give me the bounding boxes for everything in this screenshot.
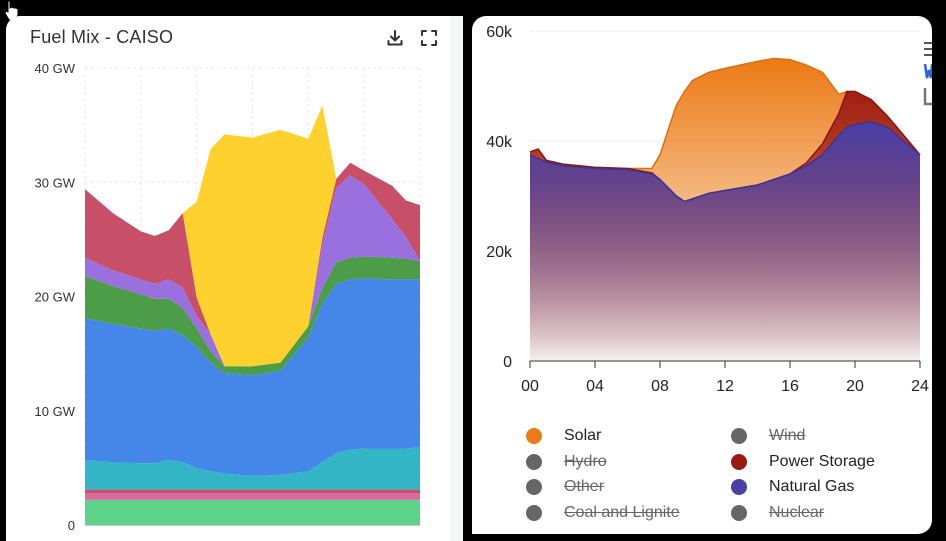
legend-dot-icon: [526, 428, 542, 444]
legend-label: Hydro: [564, 452, 607, 470]
legend-item-hydro[interactable]: Hydro: [526, 451, 607, 473]
partial-logo-icon: [923, 42, 932, 106]
line-natural-gas: [529, 121, 921, 203]
y-tick-label: 20 GW: [35, 290, 76, 305]
x-tick-label: 00: [521, 378, 539, 395]
panel-scroll-strip: [450, 16, 463, 541]
legend-label: Wind: [769, 427, 806, 444]
area-series-yellow: [85, 105, 420, 367]
legend-item-power-storage[interactable]: Power Storage: [731, 451, 875, 473]
fullscreen-icon[interactable]: [419, 28, 439, 48]
legend-dot-icon: [526, 479, 542, 495]
area-series-pink-red: [85, 162, 420, 367]
fuel-mix-panel: Fuel Mix - CAISO 0 10 GW 20 GW 30 GW 40 GW: [6, 16, 463, 541]
legend-item-other[interactable]: Other: [526, 476, 604, 498]
area-series-green: [85, 256, 420, 376]
y-tick-label: 20k: [486, 244, 513, 261]
legend-label: Other: [564, 478, 605, 495]
legend-label: Nuclear: [769, 503, 825, 521]
legend-dot-icon: [731, 453, 747, 470]
chart-title: Fuel Mix - CAISO: [30, 27, 174, 47]
legend-label: Coal and Lignite: [564, 503, 680, 521]
legend-item-wind[interactable]: Wind: [731, 425, 805, 447]
y-tick-label: 60k: [486, 24, 513, 41]
area-natural-gas: [530, 121, 920, 361]
generation-panel: 0 20k 40k 60k 00 04 08 12 16 20 24 Solar Wind Hydro P…: [472, 16, 932, 534]
x-tick-label: 20: [846, 378, 864, 395]
legend-dot-icon: [526, 453, 542, 470]
legend-dot-icon: [731, 428, 747, 444]
chart-legend: Solar Wind Hydro Power Storage Other Natural …: [472, 420, 932, 530]
area-series-teal: [85, 447, 420, 490]
legend-label: Power Storage: [769, 452, 875, 470]
area-series-blue: [85, 278, 420, 476]
y-tick-label: 10 GW: [35, 404, 76, 419]
area-series-purple: [85, 175, 420, 367]
y-tick-label: 0: [503, 354, 512, 371]
legend-item-coal-and-lignite[interactable]: Coal and Lignite: [526, 502, 680, 524]
download-icon[interactable]: [385, 28, 405, 48]
area-series-thin-pink: [85, 493, 420, 500]
legend-item-natural-gas[interactable]: Natural Gas: [731, 476, 854, 498]
area-series-base: [85, 499, 420, 525]
legend-item-solar[interactable]: Solar: [526, 425, 601, 447]
area-series-thin-red: [85, 489, 420, 493]
fuel-mix-stacked-area-chart: 0 10 GW 20 GW 30 GW 40 GW: [35, 61, 421, 533]
generation-area-chart: 0 20k 40k 60k 00 04 08 12 16 20 24: [486, 24, 929, 395]
y-tick-label: 40 GW: [35, 61, 76, 76]
x-tick-label: 24: [911, 378, 929, 395]
x-tick-label: 12: [716, 378, 734, 395]
hand-cursor-icon: [4, 0, 19, 21]
x-tick-label: 04: [586, 378, 604, 395]
y-tick-label: 30 GW: [35, 175, 76, 190]
legend-item-nuclear[interactable]: Nuclear: [731, 502, 824, 524]
legend-dot-icon: [526, 504, 542, 521]
x-tick-label: 16: [781, 378, 799, 395]
legend-label: Natural Gas: [769, 478, 855, 495]
x-tick-label: 08: [651, 378, 669, 395]
y-tick-label: 0: [68, 518, 75, 533]
legend-label: Solar: [564, 427, 602, 444]
legend-dot-icon: [731, 504, 747, 521]
legend-dot-icon: [731, 479, 747, 495]
y-tick-label: 40k: [486, 134, 513, 151]
